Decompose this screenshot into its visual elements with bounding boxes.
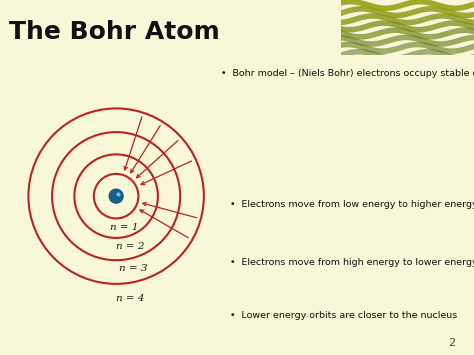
Text: The Bohr Atom: The Bohr Atom <box>9 20 220 44</box>
Text: n = 4: n = 4 <box>116 294 144 302</box>
Text: n = 2: n = 2 <box>116 242 144 251</box>
Circle shape <box>109 189 123 203</box>
Text: •  Bohr model – (Niels Bohr) electrons occupy stable orbit around the nucleus. A: • Bohr model – (Niels Bohr) electrons oc… <box>220 69 474 78</box>
Text: •  Lower energy orbits are closer to the nucleus: • Lower energy orbits are closer to the … <box>220 311 457 320</box>
Text: n = 3: n = 3 <box>118 264 147 273</box>
Text: n = 1: n = 1 <box>110 223 139 231</box>
Text: 2: 2 <box>448 338 455 348</box>
Text: •  Electrons move from high energy to lower energy orbits by emitting energy.: • Electrons move from high energy to low… <box>220 258 474 267</box>
Text: •  Electrons move from low energy to higher energy orbits by absorbing energy.: • Electrons move from low energy to high… <box>220 200 474 209</box>
